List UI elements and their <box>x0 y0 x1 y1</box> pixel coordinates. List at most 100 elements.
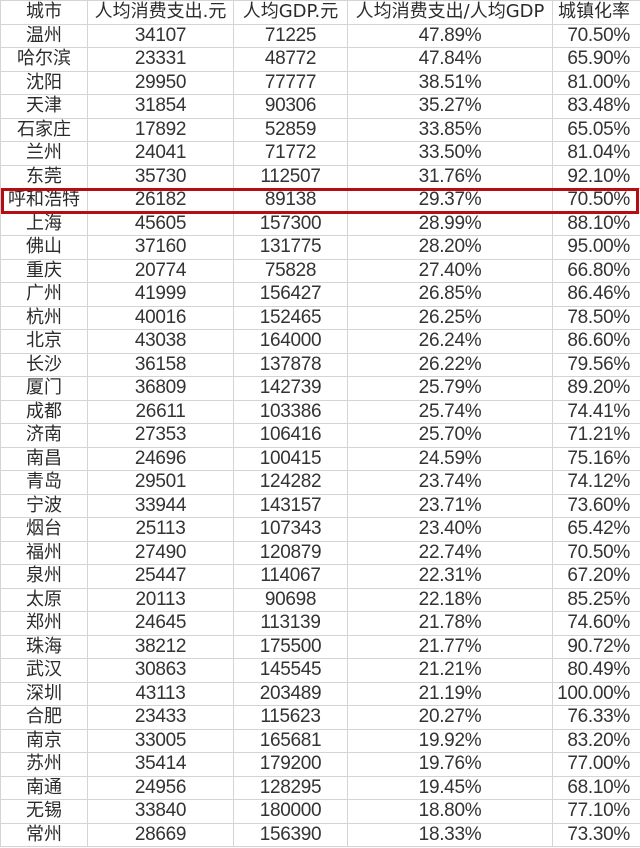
cell-urbanization: 68.10% <box>552 775 640 800</box>
cell-gdp: 157300 <box>233 211 348 236</box>
cell-gdp: 143157 <box>233 493 348 518</box>
cell-ratio: 27.40% <box>347 258 553 283</box>
cell-urbanization: 81.00% <box>552 70 640 95</box>
cell-consumption: 28669 <box>87 822 234 847</box>
cell-urbanization: 83.48% <box>552 94 640 119</box>
table-row: 济南 27353 106416 25.70% 71.21% <box>0 423 640 448</box>
cell-ratio: 22.18% <box>347 587 553 612</box>
cell-consumption: 37160 <box>87 235 234 260</box>
table-row: 厦门 36809 142739 25.79% 89.20% <box>0 376 640 401</box>
cell-ratio: 22.31% <box>347 564 553 589</box>
cell-city: 哈尔滨 <box>0 47 88 72</box>
cell-urbanization: 73.30% <box>552 822 640 847</box>
cell-gdp: 180000 <box>233 799 348 824</box>
cell-ratio: 23.71% <box>347 493 553 518</box>
cell-city: 泉州 <box>0 564 88 589</box>
table-row: 珠海 38212 175500 21.77% 90.72% <box>0 634 640 659</box>
table-row: 东莞 35730 112507 31.76% 92.10% <box>0 164 640 189</box>
cell-gdp: 89138 <box>233 188 348 213</box>
cell-urbanization: 81.04% <box>552 141 640 166</box>
cell-consumption: 35730 <box>87 164 234 189</box>
cell-city: 福州 <box>0 540 88 565</box>
cell-urbanization: 92.10% <box>552 164 640 189</box>
table-row: 广州 41999 156427 26.85% 86.46% <box>0 282 640 307</box>
cell-city: 沈阳 <box>0 70 88 95</box>
cell-urbanization: 75.16% <box>552 446 640 471</box>
cell-consumption: 34107 <box>87 23 234 48</box>
cell-gdp: 152465 <box>233 305 348 330</box>
table-row: 长沙 36158 137878 26.22% 79.56% <box>0 352 640 377</box>
cell-consumption: 24041 <box>87 141 234 166</box>
cell-city: 东莞 <box>0 164 88 189</box>
table-row: 深圳 43113 203489 21.19% 100.00% <box>0 681 640 706</box>
cell-city: 重庆 <box>0 258 88 283</box>
cell-urbanization: 86.60% <box>552 329 640 354</box>
cell-ratio: 21.78% <box>347 611 553 636</box>
cell-city: 合肥 <box>0 705 88 730</box>
cell-ratio: 25.70% <box>347 423 553 448</box>
cell-city: 上海 <box>0 211 88 236</box>
cell-gdp: 90306 <box>233 94 348 119</box>
cell-city: 常州 <box>0 822 88 847</box>
cell-ratio: 47.84% <box>347 47 553 72</box>
cell-urbanization: 79.56% <box>552 352 640 377</box>
cell-ratio: 26.22% <box>347 352 553 377</box>
cell-urbanization: 86.46% <box>552 282 640 307</box>
cell-ratio: 24.59% <box>347 446 553 471</box>
cell-consumption: 29501 <box>87 470 234 495</box>
cell-ratio: 18.80% <box>347 799 553 824</box>
cell-consumption: 27353 <box>87 423 234 448</box>
table-row: 武汉 30863 145545 21.21% 80.49% <box>0 658 640 683</box>
cell-gdp: 90698 <box>233 587 348 612</box>
cell-gdp: 164000 <box>233 329 348 354</box>
cell-gdp: 77777 <box>233 70 348 95</box>
cell-consumption: 23433 <box>87 705 234 730</box>
cell-consumption: 29950 <box>87 70 234 95</box>
cell-city: 成都 <box>0 399 88 424</box>
cell-gdp: 114067 <box>233 564 348 589</box>
cell-consumption: 26611 <box>87 399 234 424</box>
cell-consumption: 41999 <box>87 282 234 307</box>
cell-city: 杭州 <box>0 305 88 330</box>
cell-urbanization: 67.20% <box>552 564 640 589</box>
cell-ratio: 31.76% <box>347 164 553 189</box>
cell-ratio: 18.33% <box>347 822 553 847</box>
cell-city: 长沙 <box>0 352 88 377</box>
cell-gdp: 145545 <box>233 658 348 683</box>
cell-consumption: 31854 <box>87 94 234 119</box>
header-city: 城市 <box>0 0 88 25</box>
cell-consumption: 25113 <box>87 517 234 542</box>
cell-city: 广州 <box>0 282 88 307</box>
cell-consumption: 36158 <box>87 352 234 377</box>
table-row: 郑州 24645 113139 21.78% 74.60% <box>0 611 640 636</box>
cell-gdp: 112507 <box>233 164 348 189</box>
cell-consumption: 36809 <box>87 376 234 401</box>
cell-gdp: 115623 <box>233 705 348 730</box>
table-row: 兰州 24041 71772 33.50% 81.04% <box>0 141 640 166</box>
cell-city: 石家庄 <box>0 117 88 142</box>
cell-city: 青岛 <box>0 470 88 495</box>
cell-city: 济南 <box>0 423 88 448</box>
cell-consumption: 26182 <box>87 188 234 213</box>
cell-ratio: 28.20% <box>347 235 553 260</box>
cell-urbanization: 65.90% <box>552 47 640 72</box>
cell-consumption: 33944 <box>87 493 234 518</box>
table-row: 温州 34107 71225 47.89% 70.50% <box>0 23 640 48</box>
cell-urbanization: 76.33% <box>552 705 640 730</box>
table-row: 青岛 29501 124282 23.74% 74.12% <box>0 470 640 495</box>
header-ratio: 人均消费支出/人均GDP <box>347 0 553 25</box>
cell-urbanization: 74.41% <box>552 399 640 424</box>
cell-gdp: 137878 <box>233 352 348 377</box>
cell-urbanization: 77.10% <box>552 799 640 824</box>
cell-gdp: 106416 <box>233 423 348 448</box>
cell-gdp: 165681 <box>233 728 348 753</box>
cell-urbanization: 78.50% <box>552 305 640 330</box>
cell-ratio: 33.85% <box>347 117 553 142</box>
cell-urbanization: 71.21% <box>552 423 640 448</box>
cell-urbanization: 83.20% <box>552 728 640 753</box>
cell-gdp: 71225 <box>233 23 348 48</box>
table-row: 佛山 37160 131775 28.20% 95.00% <box>0 235 640 260</box>
table-row: 南昌 24696 100415 24.59% 75.16% <box>0 446 640 471</box>
cell-ratio: 21.77% <box>347 634 553 659</box>
cell-ratio: 21.19% <box>347 681 553 706</box>
